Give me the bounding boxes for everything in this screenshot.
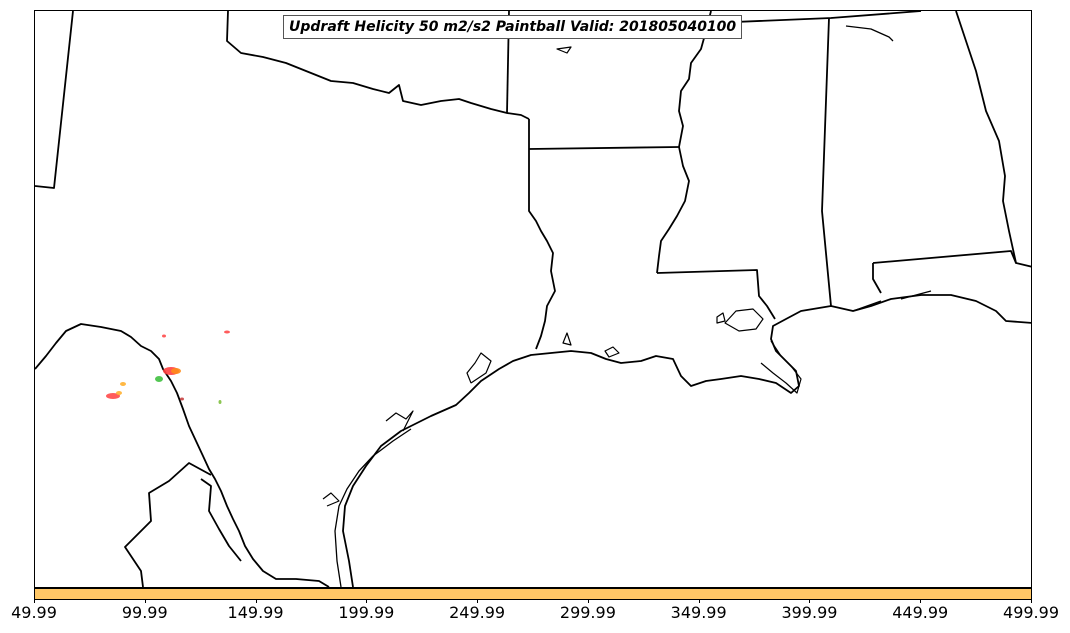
mississippi-delta [760, 340, 802, 394]
border-alabama-georgia [955, 11, 1031, 268]
colorbar-tick-mark [698, 599, 700, 603]
paintball-blob [120, 382, 126, 386]
colorbar-tick-label: 49.99 [11, 603, 57, 622]
colorbar-tick-mark [366, 599, 368, 603]
colorbar-tick-label: 99.99 [121, 603, 168, 622]
arkansas-lake [556, 46, 572, 54]
paintball-blob [106, 393, 120, 399]
colorbar-tick-label: 449.99 [892, 603, 949, 622]
colorbar-tick-mark [809, 599, 811, 603]
paintball-blob [162, 334, 166, 338]
lake-small-3 [562, 332, 572, 346]
paintball-blob [155, 376, 163, 382]
map-title: Updraft Helicity 50 m2/s2 Paintball Vali… [283, 15, 743, 39]
bay-detail-1 [385, 410, 414, 432]
colorbar-tick-label: 349.99 [670, 603, 727, 622]
colorbar-tick-mark [1031, 599, 1032, 603]
colorbar-tick-label: 299.99 [559, 603, 616, 622]
colorbar-tick-label: 499.99 [1003, 603, 1059, 622]
tennessee-river [845, 25, 894, 42]
bay-detail-2 [322, 492, 340, 507]
colorbar-tick-label: 149.99 [227, 603, 284, 622]
mexico-state-border-2 [200, 478, 242, 562]
lake-pontchartrain [724, 308, 764, 332]
colorbar [34, 588, 1032, 600]
border-oklahoma-texas [226, 11, 530, 120]
map-panel [34, 10, 1032, 588]
colorbar-tick-mark [255, 599, 257, 603]
lake-small-2 [604, 346, 620, 358]
paintball-blob [116, 391, 122, 395]
basemap [35, 11, 1031, 587]
border-texas-louisiana [528, 119, 556, 350]
colorbar-tick-label: 399.99 [781, 603, 838, 622]
mexico-state-border-1 [124, 462, 212, 587]
galveston-bay [466, 352, 492, 384]
paintball-blob [171, 368, 181, 374]
border-arkansas-louisiana [528, 146, 680, 150]
paintball-blob [180, 397, 184, 401]
colorbar-tick-mark [144, 599, 146, 603]
coast-barrier-islands [334, 428, 412, 587]
border-mississippi-alabama [821, 17, 832, 307]
paintball-cluster [106, 330, 230, 404]
colorbar-tick-mark [587, 599, 589, 603]
border-tennessee [710, 11, 922, 24]
border-alabama-florida [872, 250, 1017, 294]
paintball-blob [218, 400, 222, 404]
colorbar-tick-mark [477, 599, 479, 603]
colorbar-tick-label: 199.99 [338, 603, 395, 622]
rio-grande [35, 323, 330, 587]
paintball-blob [224, 330, 230, 334]
colorbar-tick-mark [920, 599, 922, 603]
border-louisiana-mississippi [656, 269, 776, 320]
gulf-coast [342, 294, 1031, 587]
colorbar-tick-mark [34, 599, 35, 603]
coast-islands [852, 290, 932, 312]
colorbar-tick-label: 249.99 [449, 603, 506, 622]
lake-small-1 [716, 312, 726, 324]
mississippi-river [656, 11, 712, 274]
border-new-mexico [35, 11, 74, 189]
